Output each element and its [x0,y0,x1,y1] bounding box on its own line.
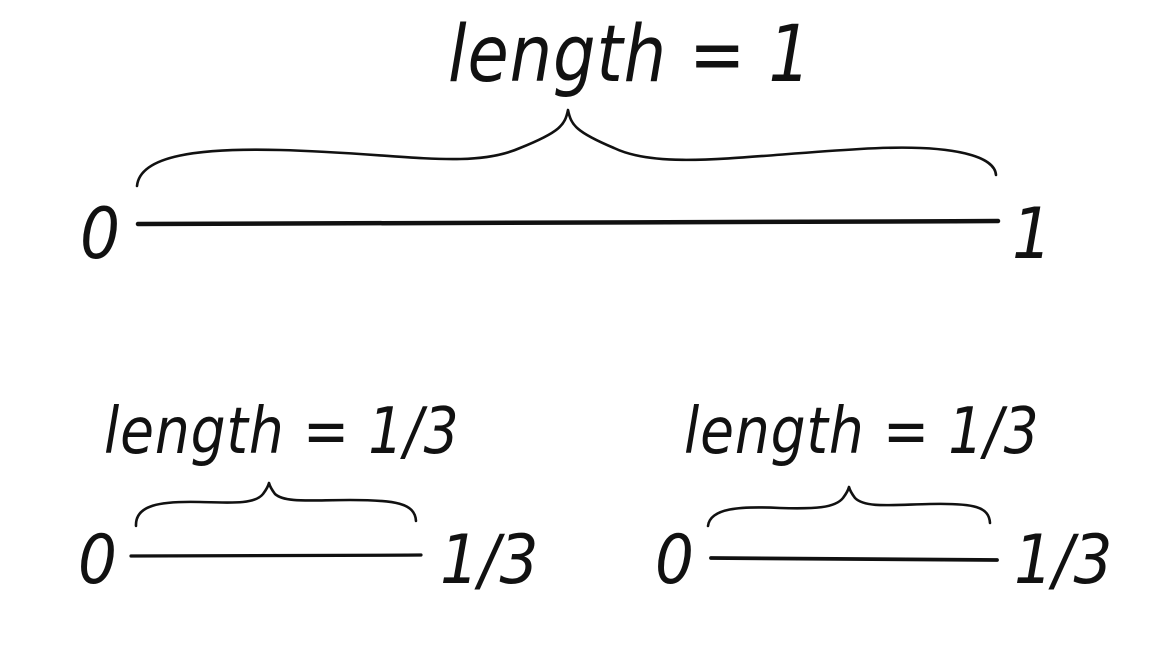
top-start-label: 0 [80,193,121,275]
bottom-right-brace [706,485,992,528]
top-length-label: length = 1 [448,10,812,100]
bottom-left-brace [134,481,418,528]
bottom-left-start-label: 0 [78,521,117,600]
bottom-right-segment [709,556,999,562]
bottom-right-end-label: 1/3 [1014,521,1113,600]
bottom-left-length-label: length = 1/3 [104,395,460,469]
bottom-right-length-label: length = 1/3 [684,395,1040,469]
bottom-right-start-label: 0 [655,521,694,600]
top-segment [135,218,1001,227]
top-end-label: 1 [1012,193,1053,275]
bottom-left-segment [129,553,423,558]
top-brace [135,108,998,188]
bottom-left-end-label: 1/3 [440,521,539,600]
